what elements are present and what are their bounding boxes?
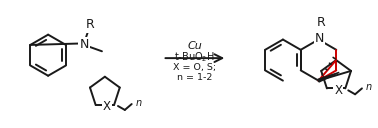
Text: X: X (103, 99, 111, 113)
Text: N: N (80, 38, 89, 51)
Text: R: R (86, 18, 94, 31)
Text: t-BuO$_2$H: t-BuO$_2$H (174, 50, 215, 64)
Text: n = 1-2: n = 1-2 (177, 73, 212, 82)
Text: N: N (315, 32, 324, 45)
Text: Cu: Cu (187, 41, 202, 51)
Text: R: R (317, 16, 326, 29)
Text: X = O, S;: X = O, S; (173, 63, 217, 72)
Text: n: n (136, 98, 142, 108)
Text: n: n (366, 82, 372, 92)
Polygon shape (318, 72, 339, 82)
Text: X: X (335, 84, 342, 97)
